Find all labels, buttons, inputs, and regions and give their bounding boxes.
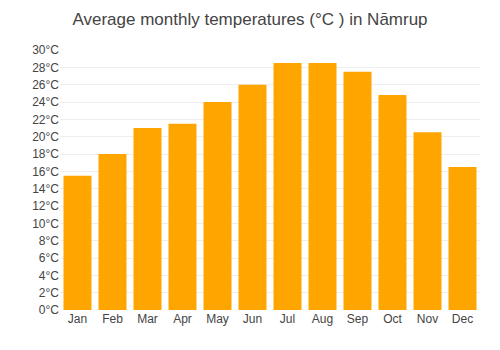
svg-text:2°C: 2°C [39, 286, 59, 300]
svg-text:20°C: 20°C [32, 130, 59, 144]
svg-text:Apr: Apr [173, 312, 192, 326]
svg-text:Sep: Sep [347, 312, 369, 326]
svg-text:0°C: 0°C [39, 303, 59, 317]
svg-text:May: May [206, 312, 229, 326]
svg-text:16°C: 16°C [32, 165, 59, 179]
svg-text:22°C: 22°C [32, 113, 59, 127]
svg-text:28°C: 28°C [32, 61, 59, 75]
svg-text:Dec: Dec [452, 312, 473, 326]
svg-text:Oct: Oct [383, 312, 402, 326]
svg-text:6°C: 6°C [39, 251, 59, 265]
svg-text:4°C: 4°C [39, 269, 59, 283]
svg-text:Jul: Jul [280, 312, 295, 326]
svg-text:18°C: 18°C [32, 147, 59, 161]
svg-text:Nov: Nov [417, 312, 438, 326]
svg-text:Aug: Aug [312, 312, 333, 326]
svg-text:14°C: 14°C [32, 182, 59, 196]
svg-text:12°C: 12°C [32, 199, 59, 213]
svg-text:26°C: 26°C [32, 78, 59, 92]
svg-text:Average monthly temperatures (: Average monthly temperatures (°C ) in Nā… [72, 10, 427, 29]
svg-text:10°C: 10°C [32, 217, 59, 231]
svg-text:Jun: Jun [243, 312, 262, 326]
svg-text:24°C: 24°C [32, 95, 59, 109]
svg-text:Feb: Feb [102, 312, 123, 326]
svg-text:Jan: Jan [68, 312, 87, 326]
svg-text:30°C: 30°C [32, 43, 59, 57]
svg-text:8°C: 8°C [39, 234, 59, 248]
svg-text:Mar: Mar [137, 312, 158, 326]
